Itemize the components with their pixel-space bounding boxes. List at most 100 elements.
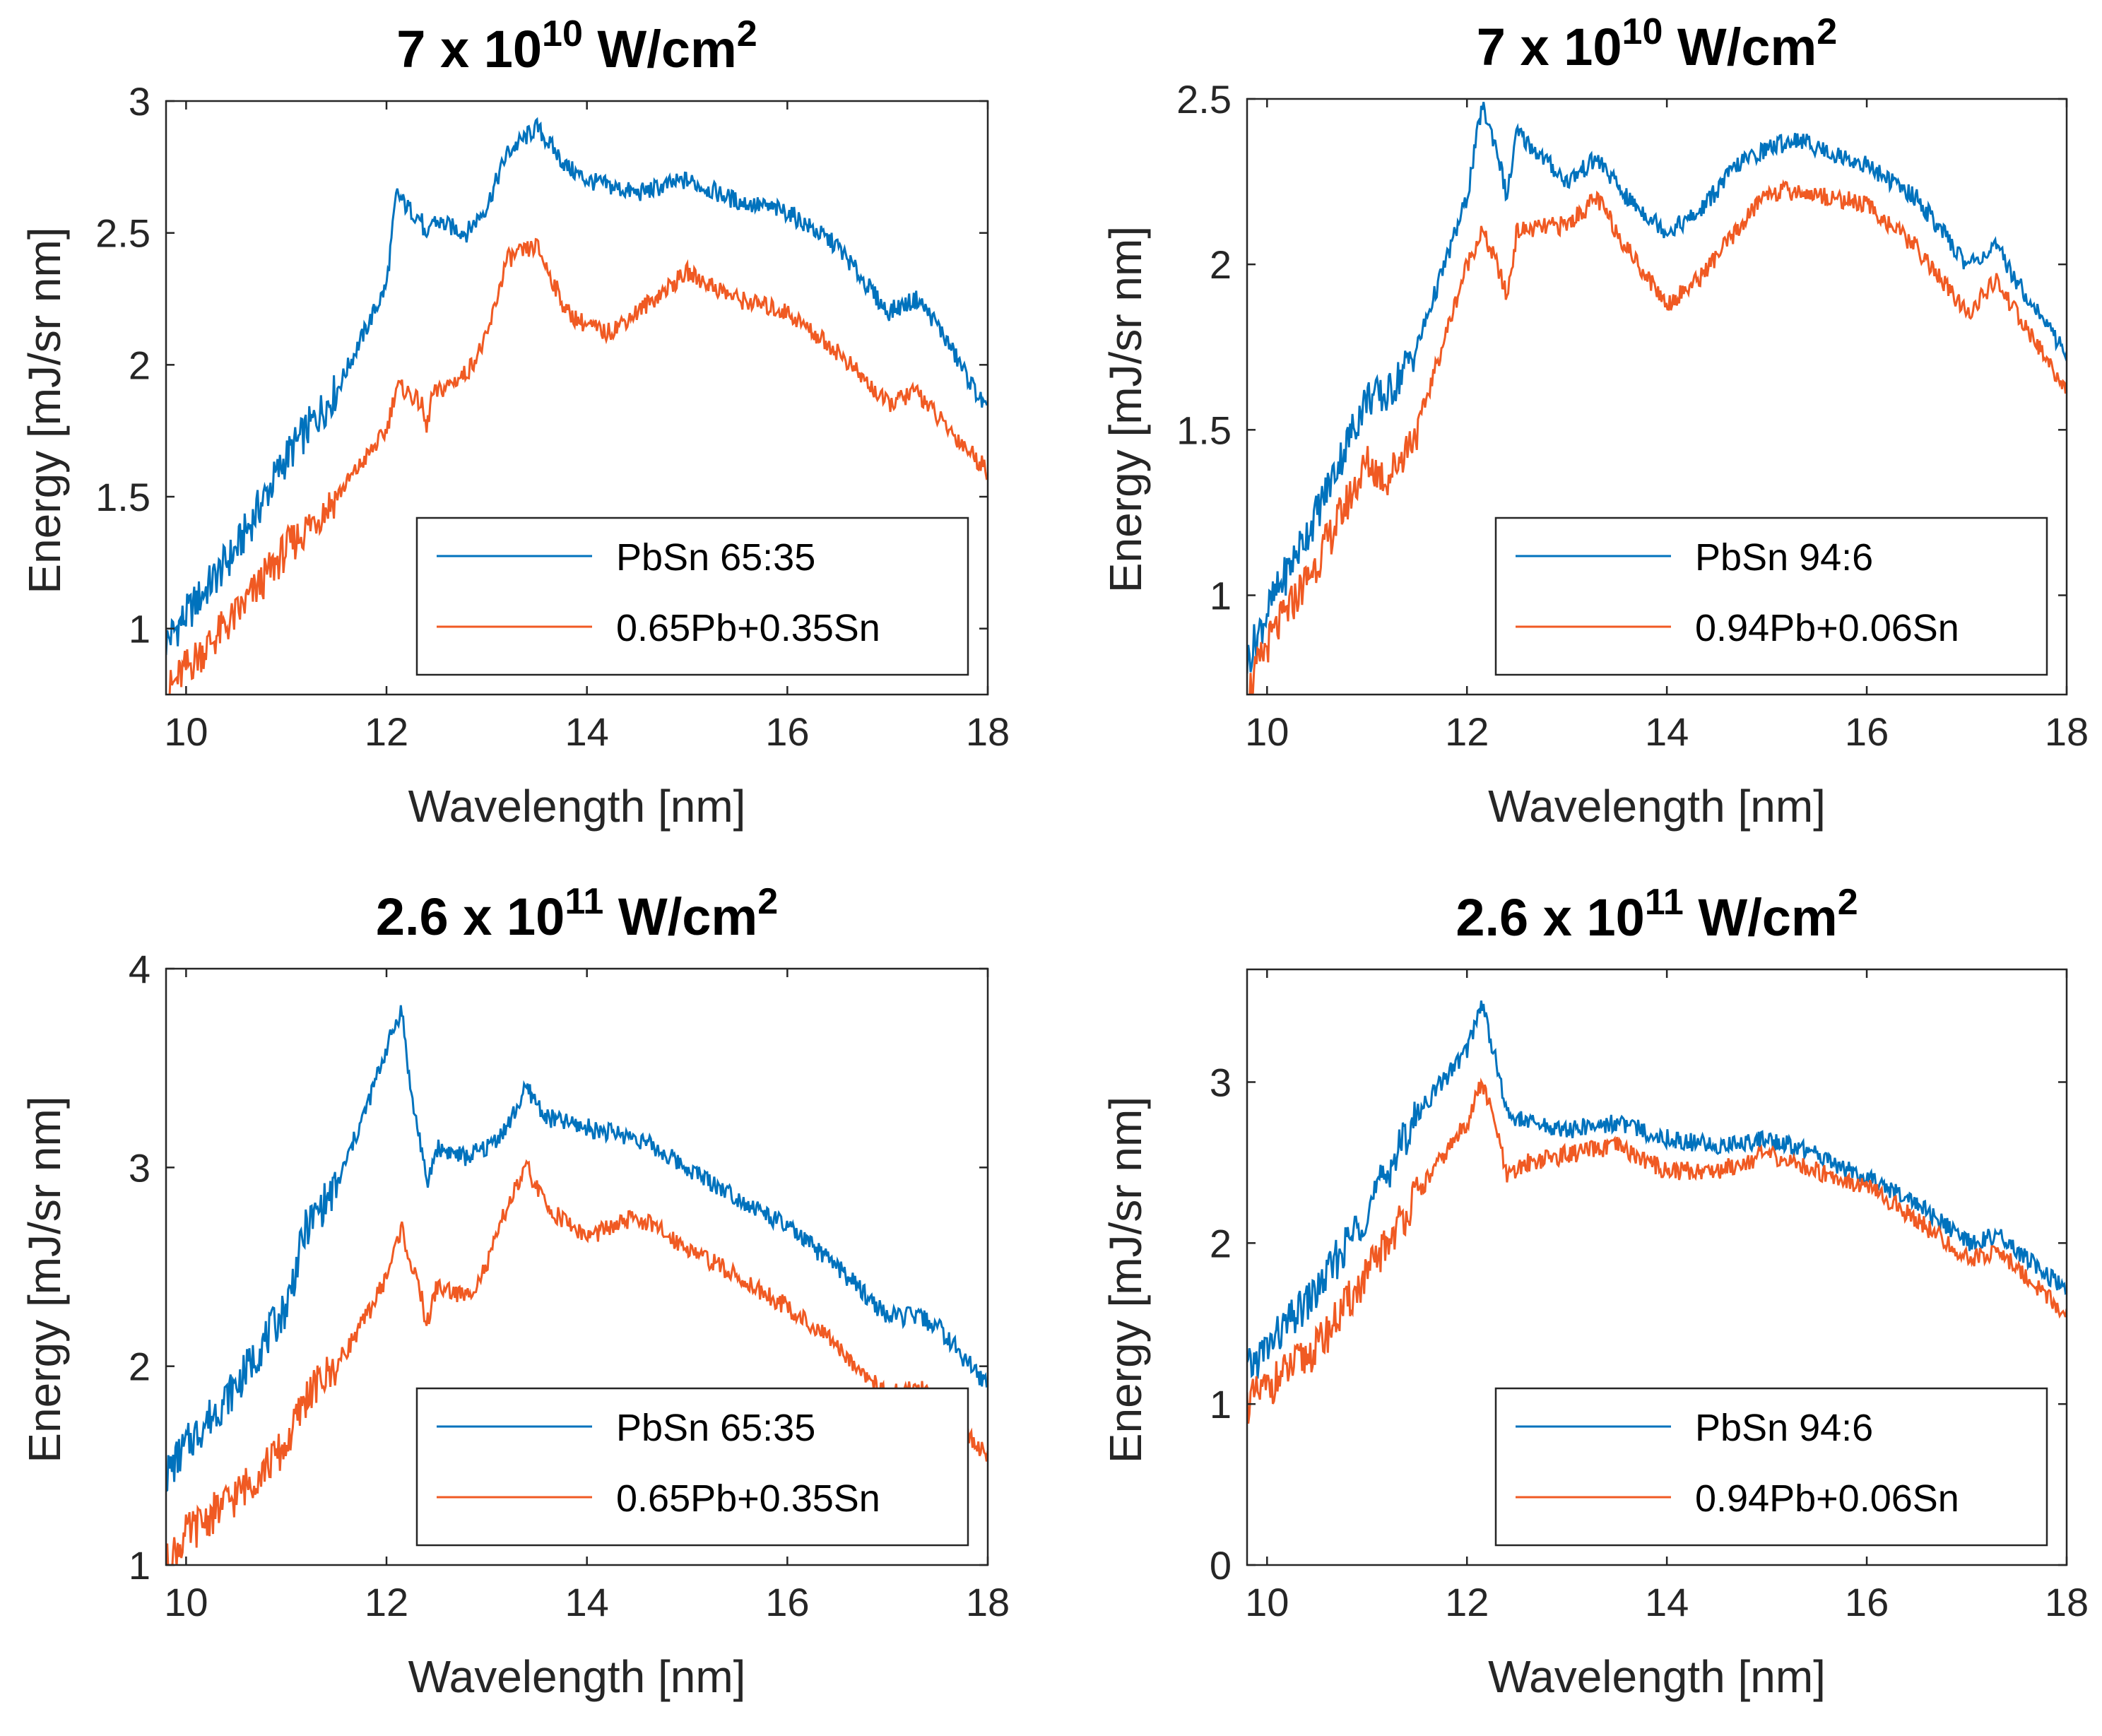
chart-title: 2.6 x 1011 W/cm2: [376, 881, 778, 946]
axes-box: [1246, 968, 2068, 1566]
x-tick-label: 10: [1245, 709, 1289, 754]
plot-area: [166, 117, 988, 695]
series-line-1: [1247, 1000, 2067, 1379]
y-tick-label: 1: [1210, 574, 1232, 618]
plot-area: [1247, 1000, 2067, 1424]
chart-title: 7 x 1010 W/cm2: [396, 13, 757, 78]
y-tick-label: 3: [1210, 1060, 1232, 1104]
y-axis-label: Energy [mJ/sr nm]: [1100, 1097, 1151, 1463]
y-tick-label: 2: [1210, 242, 1232, 287]
series-line-2: [1247, 1077, 2067, 1424]
y-tick-label: 3: [129, 1145, 150, 1190]
x-tick-label: 10: [164, 709, 208, 754]
x-tick-label: 14: [1645, 1580, 1689, 1624]
x-tick-label: 18: [2045, 1580, 2089, 1624]
axes-box: [165, 967, 989, 1566]
y-tick-label: 2.5: [95, 211, 150, 256]
legend: PbSn 65:35 0.65Pb+0.35Sn: [415, 516, 969, 676]
series-line-1: [166, 117, 988, 656]
series-line-2: [166, 1159, 988, 1565]
title-superscript: 2: [737, 13, 757, 54]
y-tick-label: 2: [129, 343, 150, 387]
title-text: W/cm: [1684, 888, 1838, 947]
chart-title: 7 x 1010 W/cm2: [1477, 11, 1837, 76]
series-line-2: [168, 237, 988, 695]
title-superscript: 2: [1817, 11, 1837, 52]
axes-box: [165, 100, 989, 696]
x-axis-label: Wavelength [nm]: [1488, 1651, 1826, 1702]
panel-bottom-left: 10 12 14 16 18 1 2 3 4 Wavelength [nm] Energy [mJ/…: [0, 868, 1051, 1736]
title-superscript: 2: [1838, 882, 1858, 923]
x-axis-label: Wavelength [nm]: [408, 1651, 746, 1702]
legend-label-1: PbSn 94:6: [1695, 536, 1873, 579]
legend-label-2: 0.94Pb+0.06Sn: [1695, 1477, 1959, 1520]
title-superscript: 2: [757, 881, 778, 922]
x-tick-label: 16: [765, 709, 809, 754]
legend-label-1: PbSn 65:35: [616, 536, 815, 579]
panel-top-left: 10 12 14 16 18 1 1.5 2 2.5 3 Wavelength [nm] Energy…: [0, 0, 1051, 868]
y-tick-label: 2.5: [1176, 77, 1232, 122]
x-tick-label: 12: [1445, 709, 1489, 754]
y-tick-label: 1: [129, 607, 150, 651]
title-text: W/cm: [583, 20, 737, 78]
chart-top-left: 10 12 14 16 18 1 1.5 2 2.5 3 Wavelength [nm] Energy…: [19, 13, 1010, 832]
x-tick-label: 10: [164, 1580, 208, 1624]
title-text: W/cm: [1663, 18, 1817, 76]
legend: PbSn 65:35 0.65Pb+0.35Sn: [415, 1387, 969, 1547]
legend-label-1: PbSn 94:6: [1695, 1407, 1873, 1449]
plot-area: [166, 1005, 988, 1565]
x-tick-label: 18: [2045, 709, 2089, 754]
series-line-1: [1247, 102, 2067, 674]
title-text: 7 x 10: [1477, 18, 1622, 76]
series-line-2: [1248, 179, 2067, 695]
legend-box: [1494, 1387, 2048, 1547]
panel-bottom-right: 10 12 14 16 18 0 1 2 3 Wavelength [nm] Energy [mJ/…: [1051, 868, 2102, 1736]
x-tick-label: 12: [365, 709, 408, 754]
title-superscript: 11: [1645, 882, 1684, 923]
x-tick-label: 18: [966, 1580, 1010, 1624]
x-tick-label: 12: [1445, 1580, 1489, 1624]
x-tick-label: 10: [1245, 1580, 1289, 1624]
x-axis-label: Wavelength [nm]: [408, 781, 746, 832]
x-axis-label: Wavelength [nm]: [1488, 781, 1826, 832]
title-superscript: 11: [565, 881, 603, 922]
title-text: 7 x 10: [396, 20, 542, 78]
x-tick-label: 14: [565, 709, 609, 754]
y-tick-label: 1.5: [95, 475, 150, 519]
title-text: 2.6 x 10: [1456, 888, 1644, 947]
legend-label-1: PbSn 65:35: [616, 1407, 815, 1449]
y-tick-label: 4: [129, 947, 150, 991]
legend-box: [415, 516, 969, 676]
legend-box: [415, 1387, 969, 1547]
title-superscript: 10: [542, 13, 583, 54]
plot-area: [1247, 102, 2067, 695]
y-tick-label: 1.5: [1176, 408, 1232, 452]
legend-label-2: 0.94Pb+0.06Sn: [1695, 607, 1959, 649]
x-tick-label: 16: [765, 1580, 809, 1624]
y-tick-label: 2: [1210, 1221, 1232, 1265]
legend: PbSn 94:6 0.94Pb+0.06Sn: [1494, 1387, 2048, 1547]
title-text: 2.6 x 10: [376, 887, 565, 946]
x-tick-label: 16: [1845, 709, 1889, 754]
y-tick-label: 1: [129, 1543, 150, 1588]
y-axis-label: Energy [mJ/sr nm]: [1100, 226, 1151, 593]
x-tick-label: 14: [1645, 709, 1689, 754]
legend-label-2: 0.65Pb+0.35Sn: [616, 607, 880, 649]
y-tick-label: 3: [129, 79, 150, 124]
y-axis-label: Energy [mJ/sr nm]: [19, 1096, 70, 1463]
legend-box: [1494, 516, 2048, 676]
x-tick-label: 12: [365, 1580, 408, 1624]
title-text: W/cm: [603, 887, 757, 946]
legend-label-2: 0.65Pb+0.35Sn: [616, 1477, 880, 1520]
y-axis-label: Energy [mJ/sr nm]: [19, 227, 70, 594]
title-superscript: 10: [1622, 11, 1663, 52]
legend: PbSn 94:6 0.94Pb+0.06Sn: [1494, 516, 2048, 676]
chart-title: 2.6 x 1011 W/cm2: [1456, 882, 1858, 947]
axes-box: [1246, 98, 2068, 696]
y-tick-label: 0: [1210, 1543, 1232, 1588]
y-tick-label: 2: [129, 1345, 150, 1389]
series-line-1: [166, 1005, 988, 1492]
